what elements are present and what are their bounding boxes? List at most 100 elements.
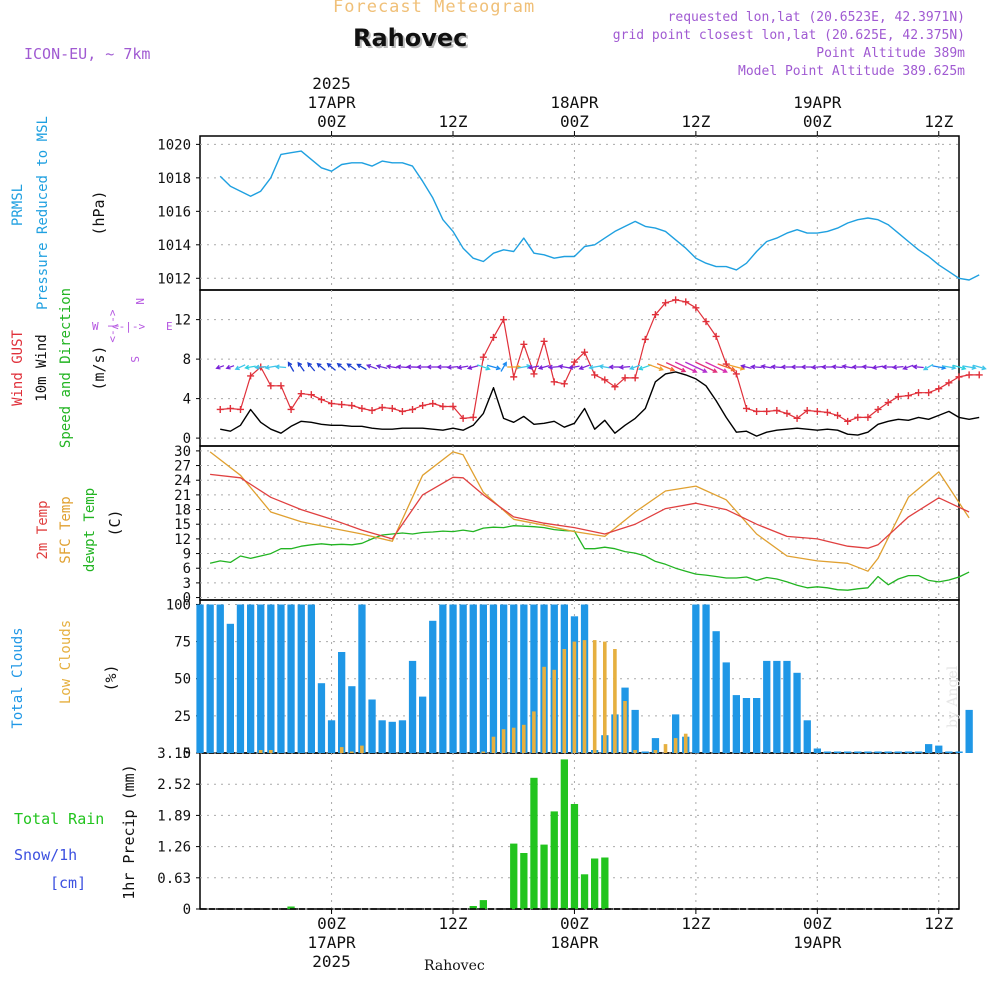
gust-marker bbox=[277, 382, 285, 390]
wind-direction-arrow bbox=[922, 363, 934, 371]
gust-marker bbox=[672, 296, 680, 304]
low-cloud-bar bbox=[360, 745, 364, 753]
wind-direction-arrow bbox=[831, 364, 843, 370]
watermark: by Angel bbox=[945, 665, 961, 728]
total-cloud-bar bbox=[833, 751, 842, 753]
gust-marker bbox=[348, 402, 356, 410]
model-point-altitude: Model Point Altitude 389.625m bbox=[738, 64, 965, 79]
low-cloud-bar bbox=[481, 751, 486, 753]
total-cloud-bar bbox=[904, 751, 913, 753]
y-tick-label: 1012 bbox=[157, 271, 191, 287]
y-tick-label: 100 bbox=[166, 597, 191, 613]
rain-bar bbox=[479, 900, 487, 909]
gust-marker bbox=[925, 389, 933, 397]
low-cloud-label: Low Clouds bbox=[58, 620, 74, 704]
x-tick-label-top: 12Z bbox=[439, 112, 468, 131]
gust-marker bbox=[317, 396, 325, 404]
wind-direction-arrow bbox=[618, 364, 631, 370]
compass-west: W bbox=[92, 320, 99, 333]
total-cloud-bar bbox=[459, 604, 467, 753]
wind-direction-arrow bbox=[466, 365, 479, 370]
snow-label: Snow/1h bbox=[14, 846, 77, 864]
x-tick-label-bottom: 18APR bbox=[550, 933, 599, 952]
temp-2m-label: 2m Temp bbox=[35, 500, 51, 559]
gust-marker bbox=[732, 370, 740, 378]
rain-bar bbox=[469, 906, 477, 909]
gust-marker bbox=[834, 411, 842, 419]
gust-marker bbox=[935, 385, 943, 393]
rain-bar bbox=[530, 777, 538, 909]
gust-marker bbox=[226, 404, 234, 412]
total-cloud-bar bbox=[844, 751, 852, 753]
total-cloud-bar bbox=[702, 604, 710, 753]
cloud-unit: (%) bbox=[102, 664, 120, 691]
y-tick-label: 2.52 bbox=[157, 777, 191, 793]
wind-direction-arrow bbox=[760, 364, 772, 370]
wind-direction-arrow bbox=[527, 364, 540, 370]
total-cloud-bar bbox=[520, 604, 528, 753]
rain-bar bbox=[591, 858, 599, 909]
grid-point-coords: grid point closest lon,lat (20.625E, 42.… bbox=[612, 28, 965, 43]
total-cloud-bar bbox=[368, 699, 376, 753]
gust-marker bbox=[398, 407, 406, 415]
temp-2m-line bbox=[210, 473, 970, 549]
low-cloud-bar bbox=[552, 669, 556, 753]
gust-marker bbox=[510, 373, 518, 381]
gust-marker bbox=[560, 380, 568, 388]
total-cloud-bar bbox=[854, 751, 862, 753]
x-tick-label-top: 00Z bbox=[803, 112, 832, 131]
gust-marker bbox=[783, 409, 791, 417]
gust-marker bbox=[803, 406, 811, 414]
wind-direction-arrow bbox=[446, 364, 459, 370]
model-label: ICON-EU, ~ 7km bbox=[24, 45, 151, 63]
y-tick-label: 3 bbox=[183, 576, 191, 592]
low-cloud-bar bbox=[522, 724, 526, 753]
wind-direction-arrow bbox=[578, 364, 590, 371]
rain-bar bbox=[510, 843, 518, 909]
gust-marker bbox=[955, 373, 963, 381]
panels-layer bbox=[196, 131, 960, 914]
gust-marker bbox=[378, 403, 386, 411]
pressure-label-1: PRMSL bbox=[10, 184, 26, 226]
low-cloud-bar bbox=[673, 738, 678, 753]
y-tick-label: 75 bbox=[174, 635, 191, 651]
total-cloud-bar bbox=[935, 745, 943, 753]
gust-marker bbox=[793, 414, 801, 422]
total-cloud-bar bbox=[277, 604, 285, 753]
low-cloud-bar bbox=[501, 729, 506, 753]
rain-label: Total Rain bbox=[14, 810, 104, 828]
wind-direction-arrow bbox=[405, 364, 418, 370]
y-tick-label: 27 bbox=[174, 459, 191, 475]
wind-direction-arrow bbox=[416, 364, 428, 370]
wind-direction-arrow bbox=[487, 364, 502, 371]
wind-direction-arrow bbox=[326, 362, 336, 371]
x-tick-label-bottom: 00Z bbox=[803, 914, 832, 933]
rain-bar bbox=[560, 759, 568, 909]
pressure-unit: (hPa) bbox=[90, 190, 108, 235]
gust-marker bbox=[621, 374, 629, 382]
wind-direction-arrow bbox=[674, 361, 698, 373]
x-tick-label-bottom: 00Z bbox=[317, 914, 346, 933]
wind-direction-arrow bbox=[841, 364, 853, 370]
gust-marker bbox=[884, 399, 892, 407]
total-cloud-bar bbox=[398, 720, 407, 753]
low-cloud-bar bbox=[603, 641, 607, 753]
series-layer bbox=[196, 150, 987, 910]
gust-marker bbox=[439, 403, 447, 411]
gust-marker bbox=[904, 392, 912, 400]
wind-direction-arrow bbox=[800, 364, 813, 370]
gust-marker bbox=[581, 348, 589, 356]
low-cloud-bar bbox=[532, 711, 536, 753]
total-cloud-bar bbox=[419, 696, 427, 753]
x-tick-label-bottom: 2025 bbox=[312, 952, 351, 971]
x-tick-label-top: 17APR bbox=[307, 93, 356, 112]
total-cloud-bar bbox=[864, 751, 872, 753]
rain-bar bbox=[580, 874, 589, 909]
gust-marker bbox=[267, 382, 275, 390]
total-cloud-bar bbox=[641, 751, 649, 753]
x-tick-label-bottom: 12Z bbox=[924, 914, 953, 933]
y-tick-label: 8 bbox=[183, 352, 191, 368]
gust-marker bbox=[216, 405, 224, 413]
total-cloud-bar bbox=[965, 709, 973, 753]
wind-direction-arrow bbox=[336, 362, 347, 371]
